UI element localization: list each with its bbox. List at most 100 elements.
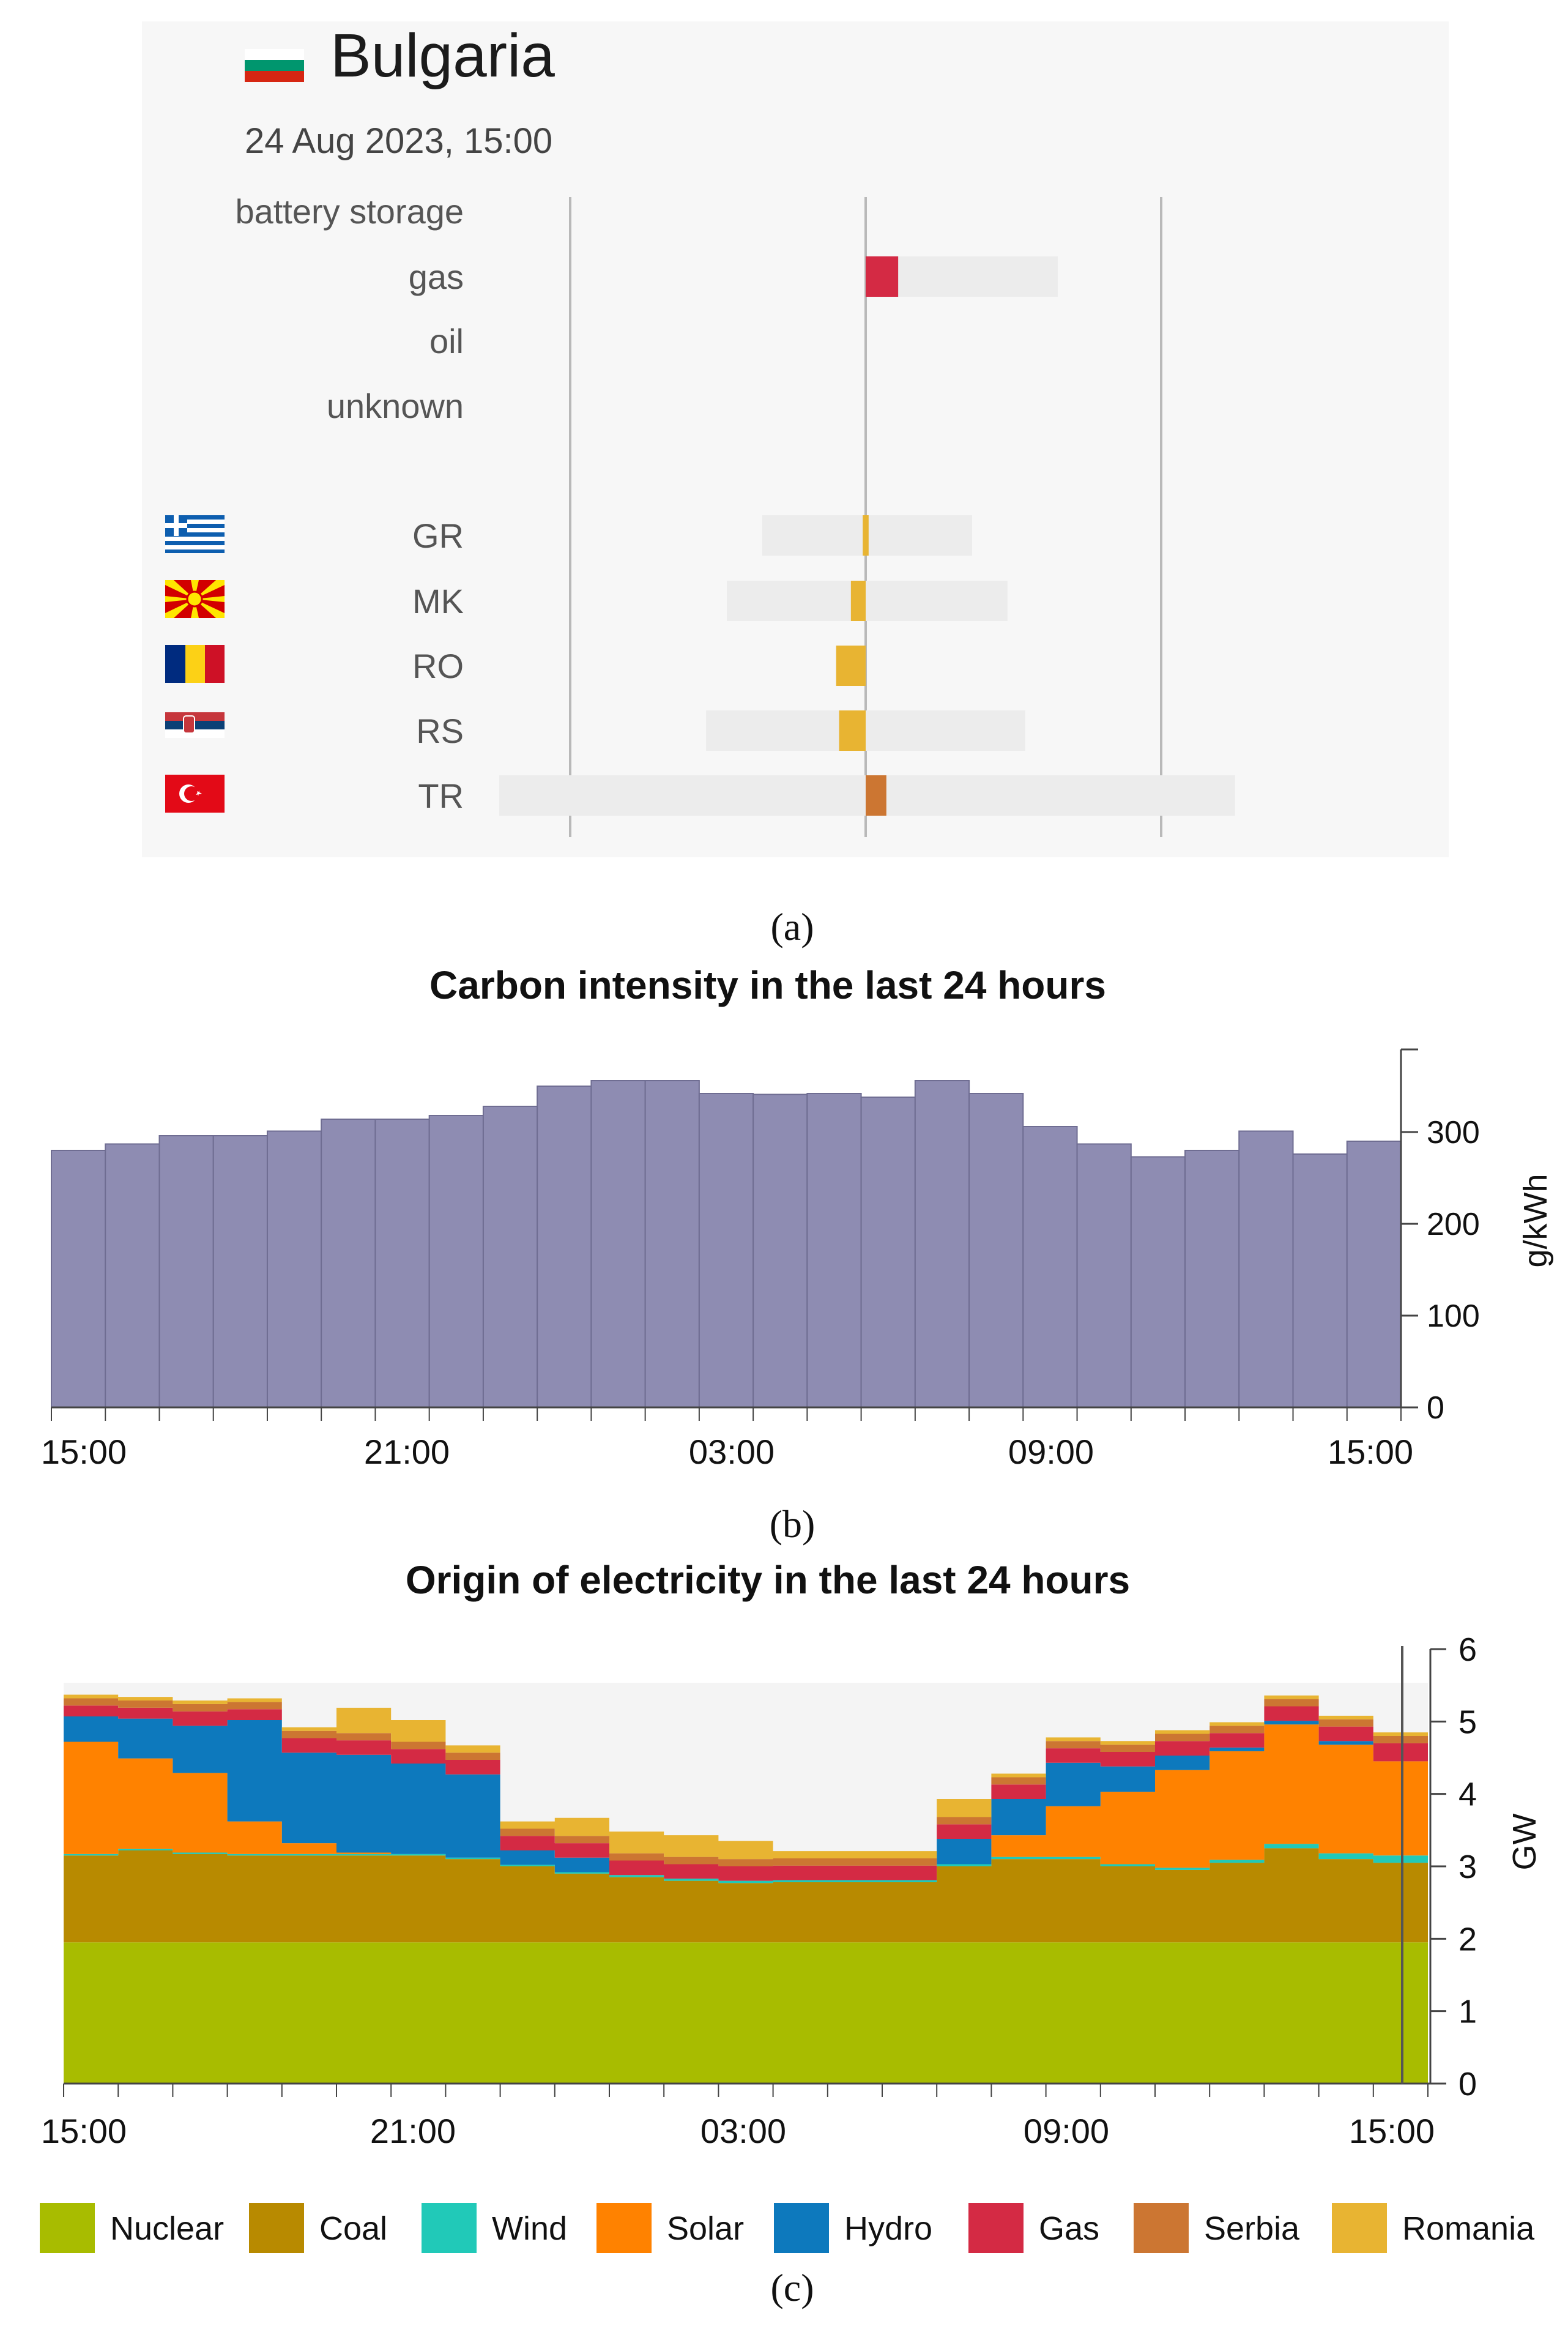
y-tick-label: 6 — [1458, 1631, 1477, 1668]
row-label: RS — [416, 712, 464, 750]
carbon-bars — [51, 1080, 1402, 1408]
area-wind — [64, 1844, 1428, 1883]
y-tick-label: 4 — [1458, 1776, 1477, 1813]
flag-turkey-icon — [165, 775, 225, 813]
row-label: TR — [418, 777, 464, 815]
carbon-bar — [968, 1093, 1024, 1408]
legend-swatch — [249, 2203, 304, 2253]
area-nuclear — [64, 1942, 1428, 2084]
row-label: gas — [409, 258, 464, 296]
panel-a-rows: battery storage gas oil unknown GR MK RO RS TR — [235, 192, 1235, 816]
row-label: unknown — [327, 387, 464, 425]
panel-c-electricity-origin: Origin of electricity in the last 24 hou… — [40, 1558, 1543, 2253]
carbon-bar — [266, 1130, 322, 1408]
carbon-bar — [105, 1143, 160, 1408]
panel-b-ylabel: g/kWh — [1517, 1174, 1554, 1267]
carbon-bar — [1238, 1130, 1294, 1408]
origin-stacked-areas — [64, 1694, 1428, 2084]
area-coal — [64, 1848, 1428, 1943]
flag-greece-icon — [165, 515, 225, 553]
y-tick-label: 2 — [1458, 1921, 1477, 1958]
row-value-bar — [836, 646, 866, 686]
carbon-bar — [860, 1097, 916, 1408]
y-tick-label: 300 — [1427, 1115, 1480, 1150]
carbon-bar — [590, 1080, 646, 1408]
row-label: battery storage — [235, 192, 464, 231]
area-romania — [64, 1694, 1428, 1860]
legend-label: Nuclear — [110, 2210, 224, 2247]
row-track-bar — [726, 581, 1008, 621]
carbon-bar — [1346, 1141, 1402, 1408]
legend-swatch — [1332, 2203, 1387, 2253]
y-tick-label: 200 — [1427, 1207, 1480, 1242]
panel-c-title: Origin of electricity in the last 24 hou… — [406, 1558, 1130, 1602]
carbon-bar — [51, 1150, 106, 1408]
panel-c-ylabel: GW — [1506, 1813, 1543, 1870]
x-tick-label: 15:00 — [41, 2112, 127, 2150]
flag-serbia-icon — [165, 712, 225, 738]
x-tick-label: 21:00 — [364, 1432, 450, 1471]
carbon-bar — [537, 1086, 592, 1408]
panel-b-title: Carbon intensity in the last 24 hours — [429, 963, 1106, 1007]
legend-swatch — [596, 2203, 652, 2253]
x-tick-label: 15:00 — [1328, 1432, 1413, 1471]
legend-swatch — [40, 2203, 95, 2253]
y-tick-label: 100 — [1427, 1298, 1480, 1334]
carbon-bar — [752, 1093, 808, 1408]
legend-label: Wind — [492, 2210, 567, 2247]
y-tick-label: 0 — [1427, 1390, 1444, 1426]
legend-label: Gas — [1039, 2210, 1099, 2247]
panel-a-energy-breakdown: Bulgaria 24 Aug 2023, 15:00 battery stor… — [142, 21, 1449, 857]
row-label: GR — [412, 516, 464, 555]
x-tick-label: 09:00 — [1008, 1432, 1094, 1471]
row-label: MK — [412, 582, 464, 620]
y-tick-label: 1 — [1458, 1994, 1477, 2030]
legend-swatch — [422, 2203, 477, 2253]
carbon-bar — [914, 1080, 970, 1408]
caption-a: (a) — [770, 905, 814, 948]
legend-label: Solar — [667, 2210, 744, 2247]
carbon-bar — [698, 1093, 754, 1408]
y-tick-label: 0 — [1458, 2066, 1477, 2103]
carbon-bar — [644, 1080, 700, 1408]
legend-label: Hydro — [844, 2210, 932, 2247]
carbon-bar — [1184, 1150, 1240, 1408]
legend-label: Romania — [1402, 2210, 1535, 2247]
y-tick-label: 3 — [1458, 1849, 1477, 1885]
legend-swatch — [774, 2203, 829, 2253]
y-tick-label: 5 — [1458, 1704, 1477, 1740]
legend-label: Coal — [319, 2210, 387, 2247]
datetime-label: 24 Aug 2023, 15:00 — [245, 121, 552, 161]
carbon-bar — [212, 1135, 268, 1408]
x-tick-label: 03:00 — [689, 1432, 775, 1471]
x-tick-label: 09:00 — [1024, 2112, 1109, 2150]
flag-romania-icon — [165, 645, 225, 683]
row-value-bar — [863, 515, 869, 556]
row-value-bar — [866, 775, 886, 816]
flag-bulgaria-icon — [245, 49, 304, 82]
legend: Nuclear Coal Wind Solar Hydro Gas Serbia Romani… — [40, 2203, 1535, 2253]
row-value-bar — [839, 710, 866, 751]
carbon-bar — [806, 1093, 862, 1408]
area-gas — [64, 1705, 1428, 1881]
row-label: oil — [429, 322, 464, 360]
carbon-axes: 0 100 200 300 15:00 21:00 03:00 09:00 15:00 — [41, 1048, 1480, 1471]
carbon-bar — [1076, 1143, 1132, 1408]
caption-b: (b) — [770, 1502, 816, 1546]
area-solar — [64, 1724, 1428, 1881]
country-title: Bulgaria — [330, 21, 555, 90]
carbon-bar — [158, 1135, 214, 1408]
carbon-bar — [1292, 1153, 1348, 1408]
area-hydro — [64, 1716, 1428, 1881]
origin-axes: 0 1 2 3 4 5 6 15:00 21:00 03:00 09:00 15:00 — [41, 1631, 1477, 2150]
carbon-bar — [428, 1115, 484, 1408]
carbon-bar — [374, 1119, 430, 1408]
legend-label: Serbia — [1204, 2210, 1300, 2247]
flag-north-macedonia-icon — [165, 580, 225, 618]
legend-swatch — [968, 2203, 1024, 2253]
carbon-bar — [321, 1119, 376, 1408]
carbon-bar — [1022, 1126, 1078, 1408]
legend-swatch — [1134, 2203, 1189, 2253]
panel-b-carbon-intensity: Carbon intensity in the last 24 hours 01… — [41, 963, 1554, 1471]
